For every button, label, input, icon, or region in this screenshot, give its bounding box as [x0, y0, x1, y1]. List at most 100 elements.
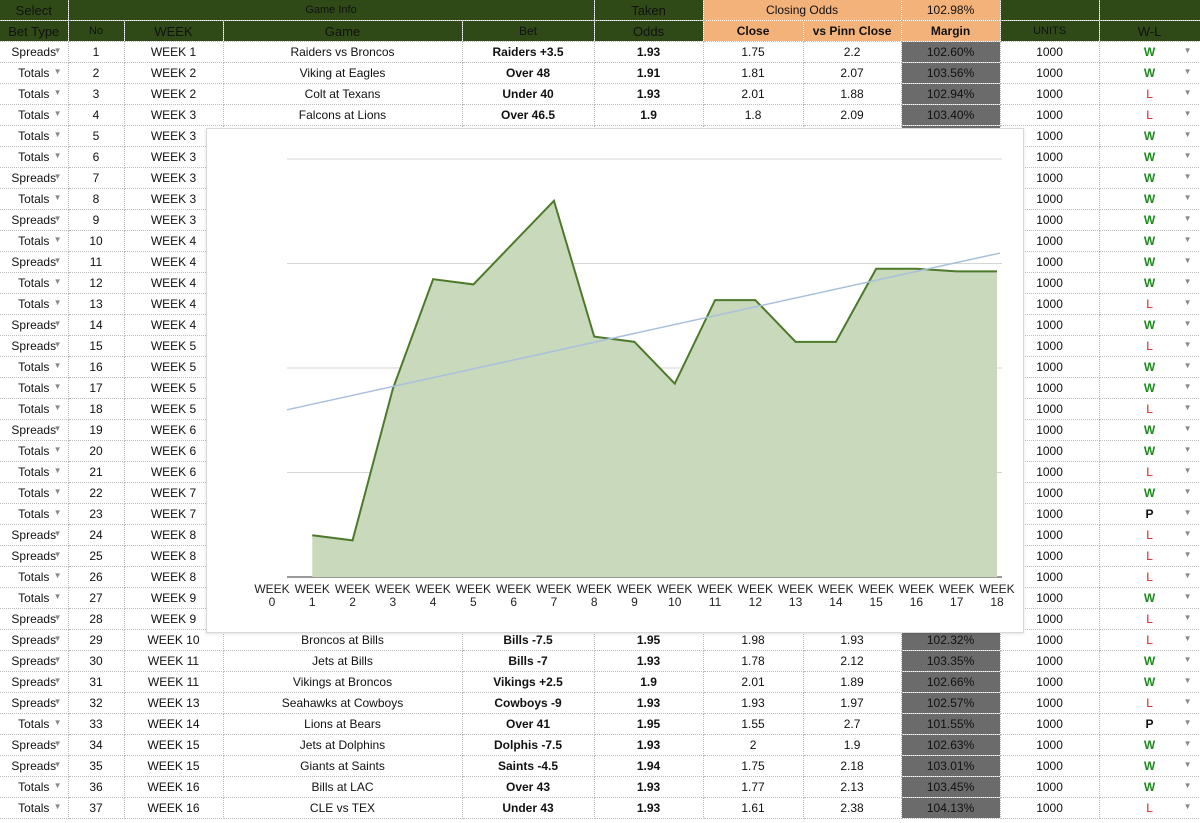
bet-type-cell[interactable]: Totals ▼: [0, 104, 69, 126]
bet-type-cell[interactable]: Totals ▼: [0, 188, 69, 210]
bet-type-cell[interactable]: Totals ▼: [0, 125, 69, 147]
dropdown-arrow-icon[interactable]: ▼: [53, 781, 62, 790]
wl-cell[interactable]: W ▼: [1099, 146, 1200, 168]
bet-type-cell[interactable]: Totals ▼: [0, 776, 69, 798]
dropdown-arrow-icon[interactable]: ▼: [1183, 214, 1192, 223]
dropdown-arrow-icon[interactable]: ▼: [53, 46, 62, 55]
bet-type-cell[interactable]: Spreads ▼: [0, 41, 69, 63]
dropdown-arrow-icon[interactable]: ▼: [1183, 529, 1192, 538]
bet-type-cell[interactable]: Spreads ▼: [0, 734, 69, 756]
bet-type-cell[interactable]: Totals ▼: [0, 230, 69, 252]
bet-type-cell[interactable]: Totals ▼: [0, 713, 69, 735]
wl-cell[interactable]: L ▼: [1099, 566, 1200, 588]
dropdown-arrow-icon[interactable]: ▼: [53, 718, 62, 727]
dropdown-arrow-icon[interactable]: ▼: [53, 550, 62, 559]
bet-type-cell[interactable]: Spreads ▼: [0, 545, 69, 567]
dropdown-arrow-icon[interactable]: ▼: [1183, 676, 1192, 685]
wl-cell[interactable]: L ▼: [1099, 293, 1200, 315]
dropdown-arrow-icon[interactable]: ▼: [1183, 739, 1192, 748]
bet-type-cell[interactable]: Totals ▼: [0, 83, 69, 105]
wl-cell[interactable]: L ▼: [1099, 629, 1200, 651]
dropdown-arrow-icon[interactable]: ▼: [53, 676, 62, 685]
bet-type-cell[interactable]: Totals ▼: [0, 566, 69, 588]
bet-type-cell[interactable]: Spreads ▼: [0, 671, 69, 693]
bet-type-cell[interactable]: Spreads ▼: [0, 629, 69, 651]
bet-type-cell[interactable]: Totals ▼: [0, 440, 69, 462]
dropdown-arrow-icon[interactable]: ▼: [53, 424, 62, 433]
dropdown-arrow-icon[interactable]: ▼: [1183, 88, 1192, 97]
dropdown-arrow-icon[interactable]: ▼: [1183, 277, 1192, 286]
dropdown-arrow-icon[interactable]: ▼: [53, 214, 62, 223]
dropdown-arrow-icon[interactable]: ▼: [53, 67, 62, 76]
bet-type-cell[interactable]: Spreads ▼: [0, 314, 69, 336]
wl-cell[interactable]: W ▼: [1099, 776, 1200, 798]
wl-cell[interactable]: L ▼: [1099, 335, 1200, 357]
wl-cell[interactable]: W ▼: [1099, 230, 1200, 252]
wl-cell[interactable]: W ▼: [1099, 650, 1200, 672]
bet-type-cell[interactable]: Spreads ▼: [0, 650, 69, 672]
dropdown-arrow-icon[interactable]: ▼: [53, 655, 62, 664]
wl-cell[interactable]: L ▼: [1099, 104, 1200, 126]
wl-cell[interactable]: W ▼: [1099, 62, 1200, 84]
dropdown-arrow-icon[interactable]: ▼: [1183, 550, 1192, 559]
dropdown-arrow-icon[interactable]: ▼: [53, 151, 62, 160]
wl-cell[interactable]: W ▼: [1099, 734, 1200, 756]
dropdown-arrow-icon[interactable]: ▼: [1183, 634, 1192, 643]
dropdown-arrow-icon[interactable]: ▼: [1183, 319, 1192, 328]
dropdown-arrow-icon[interactable]: ▼: [1183, 760, 1192, 769]
dropdown-arrow-icon[interactable]: ▼: [1183, 46, 1192, 55]
dropdown-arrow-icon[interactable]: ▼: [53, 88, 62, 97]
wl-cell[interactable]: W ▼: [1099, 419, 1200, 441]
bet-type-cell[interactable]: Spreads ▼: [0, 167, 69, 189]
bet-type-cell[interactable]: Totals ▼: [0, 482, 69, 504]
bet-type-cell[interactable]: Totals ▼: [0, 797, 69, 819]
dropdown-arrow-icon[interactable]: ▼: [1183, 256, 1192, 265]
dropdown-arrow-icon[interactable]: ▼: [53, 760, 62, 769]
bet-type-cell[interactable]: Spreads ▼: [0, 209, 69, 231]
wl-cell[interactable]: L ▼: [1099, 398, 1200, 420]
wl-cell[interactable]: L ▼: [1099, 608, 1200, 630]
wl-cell[interactable]: W ▼: [1099, 671, 1200, 693]
dropdown-arrow-icon[interactable]: ▼: [1183, 424, 1192, 433]
wl-cell[interactable]: L ▼: [1099, 545, 1200, 567]
bet-type-cell[interactable]: Spreads ▼: [0, 251, 69, 273]
bet-type-cell[interactable]: Spreads ▼: [0, 419, 69, 441]
dropdown-arrow-icon[interactable]: ▼: [53, 508, 62, 517]
bet-type-cell[interactable]: Spreads ▼: [0, 524, 69, 546]
bet-type-cell[interactable]: Totals ▼: [0, 461, 69, 483]
dropdown-arrow-icon[interactable]: ▼: [1183, 151, 1192, 160]
dropdown-arrow-icon[interactable]: ▼: [1183, 718, 1192, 727]
bet-type-cell[interactable]: Spreads ▼: [0, 692, 69, 714]
dropdown-arrow-icon[interactable]: ▼: [53, 382, 62, 391]
dropdown-arrow-icon[interactable]: ▼: [53, 592, 62, 601]
dropdown-arrow-icon[interactable]: ▼: [1183, 235, 1192, 244]
bet-type-cell[interactable]: Totals ▼: [0, 62, 69, 84]
dropdown-arrow-icon[interactable]: ▼: [53, 613, 62, 622]
dropdown-arrow-icon[interactable]: ▼: [53, 445, 62, 454]
dropdown-arrow-icon[interactable]: ▼: [53, 634, 62, 643]
dropdown-arrow-icon[interactable]: ▼: [53, 487, 62, 496]
dropdown-arrow-icon[interactable]: ▼: [1183, 802, 1192, 811]
bet-type-cell[interactable]: Totals ▼: [0, 503, 69, 525]
dropdown-arrow-icon[interactable]: ▼: [1183, 697, 1192, 706]
dropdown-arrow-icon[interactable]: ▼: [1183, 487, 1192, 496]
wl-cell[interactable]: W ▼: [1099, 251, 1200, 273]
dropdown-arrow-icon[interactable]: ▼: [1183, 172, 1192, 181]
dropdown-arrow-icon[interactable]: ▼: [53, 109, 62, 118]
dropdown-arrow-icon[interactable]: ▼: [1183, 403, 1192, 412]
bet-type-cell[interactable]: Spreads ▼: [0, 608, 69, 630]
wl-cell[interactable]: W ▼: [1099, 482, 1200, 504]
dropdown-arrow-icon[interactable]: ▼: [53, 319, 62, 328]
wl-cell[interactable]: W ▼: [1099, 125, 1200, 147]
wl-cell[interactable]: W ▼: [1099, 356, 1200, 378]
dropdown-arrow-icon[interactable]: ▼: [1183, 655, 1192, 664]
dropdown-arrow-icon[interactable]: ▼: [53, 697, 62, 706]
bet-type-cell[interactable]: Totals ▼: [0, 587, 69, 609]
wl-cell[interactable]: W ▼: [1099, 41, 1200, 63]
dropdown-arrow-icon[interactable]: ▼: [53, 193, 62, 202]
bet-type-cell[interactable]: Totals ▼: [0, 293, 69, 315]
wl-cell[interactable]: L ▼: [1099, 461, 1200, 483]
wl-cell[interactable]: W ▼: [1099, 272, 1200, 294]
dropdown-arrow-icon[interactable]: ▼: [1183, 109, 1192, 118]
chart-overlay[interactable]: WEEK 0 WEEK 1 WEEK 2 WEEK 3 WEEK 4 WEEK 5 WEEK 6 WEEK 7…: [206, 128, 1024, 633]
